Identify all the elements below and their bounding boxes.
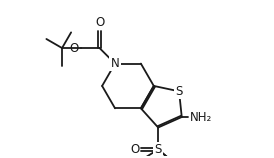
- Text: N: N: [111, 57, 119, 70]
- Text: S: S: [175, 85, 183, 98]
- Text: S: S: [155, 143, 162, 156]
- Text: O: O: [70, 42, 79, 55]
- Text: O: O: [131, 143, 140, 156]
- Text: O: O: [95, 16, 104, 29]
- Text: NH₂: NH₂: [190, 110, 212, 124]
